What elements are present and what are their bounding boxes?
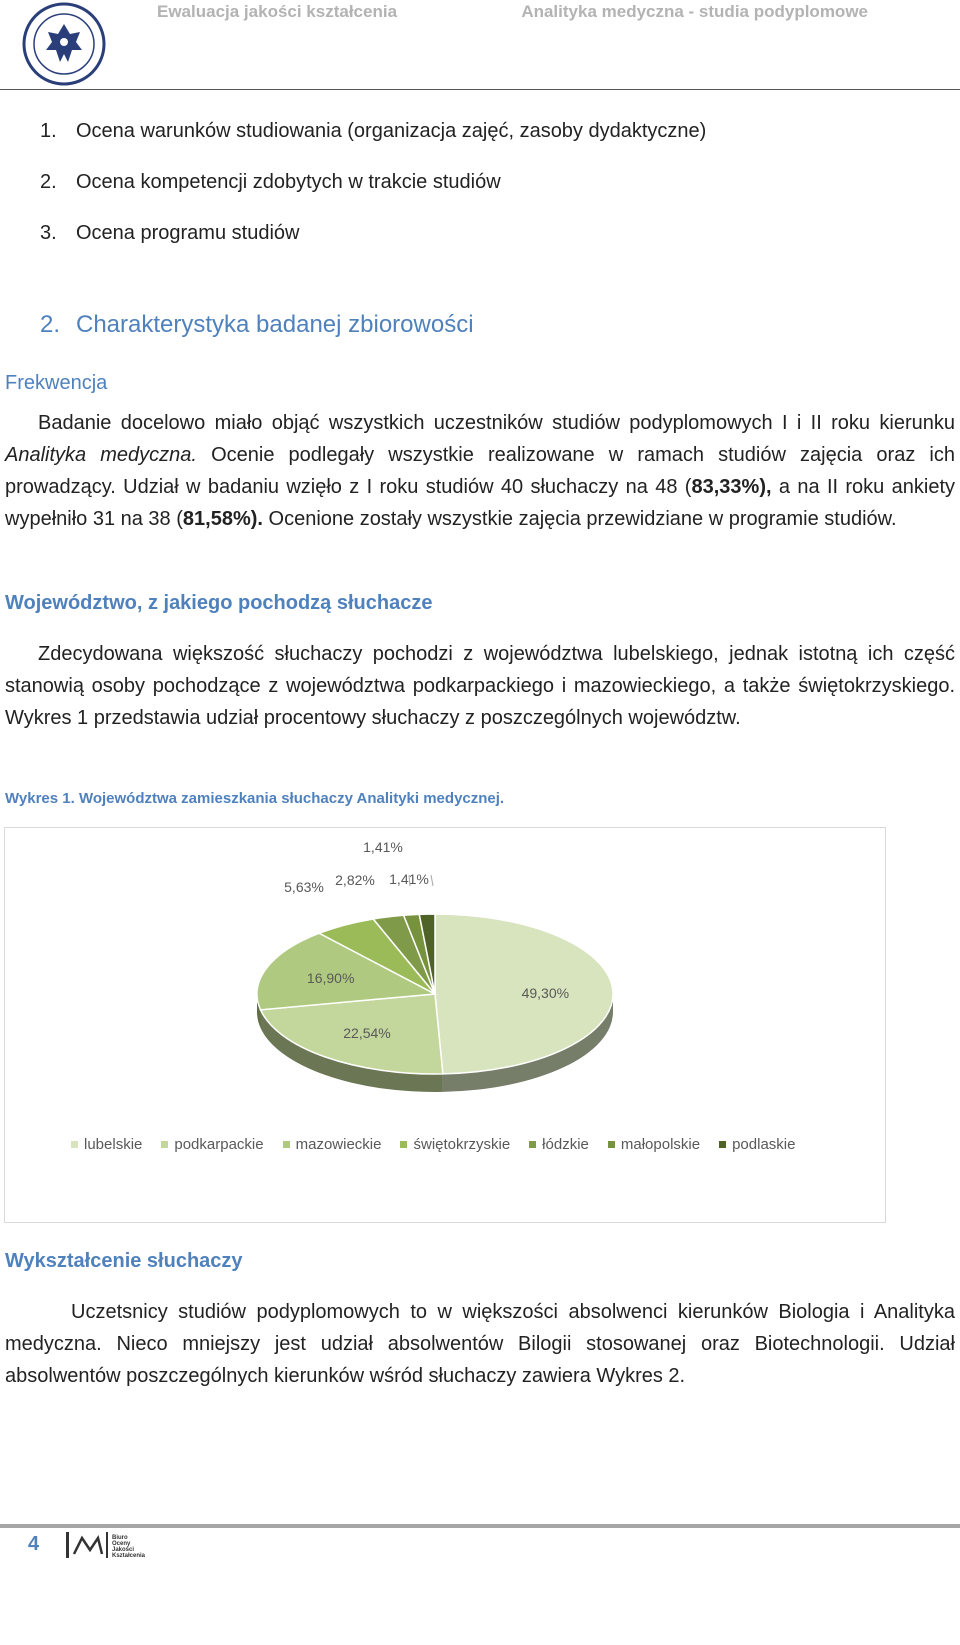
- chart-caption: Wykres 1. Województwa zamieszkania słuch…: [5, 790, 505, 807]
- legend-item-mazowieckie: mazowieckie: [282, 1136, 382, 1153]
- frekwencja-text-4: Ocenione zostały wszystkie zajęcia przew…: [268, 508, 897, 530]
- legend-swatch: [161, 1141, 169, 1148]
- footer-divider: [0, 1524, 960, 1528]
- legend-swatch: [400, 1141, 408, 1148]
- pie-slice-podkarpackie: [259, 993, 444, 1075]
- pie-slice-podlaskie: [418, 913, 436, 995]
- svg-text:Biuro: Biuro: [112, 1535, 128, 1541]
- legend-item-lubelskie: lubelskie: [71, 1136, 142, 1153]
- pie-data-label: 2,82%: [335, 872, 375, 888]
- pie-slice-side-podkarpackie: [260, 1009, 443, 1092]
- pie-slice-mazowieckie: [256, 932, 438, 1011]
- section-heading: 2. Charakterystyka badanej zbiorowości: [40, 311, 474, 339]
- frekwencja-bold-1: 83,33%),: [691, 476, 772, 498]
- pie-data-label: 5,63%: [284, 879, 324, 895]
- list-item-text: Ocena kompetencji zdobytych w trakcie st…: [76, 171, 501, 193]
- section-title: Charakterystyka badanej zbiorowości: [76, 311, 474, 338]
- section-number: 2.: [40, 311, 61, 338]
- svg-text:Jakości: Jakości: [112, 1547, 134, 1553]
- wojewodztwo-heading: Województwo, z jakiego pochodzą słuchacz…: [5, 592, 433, 614]
- pie-slice-lubelskie: [434, 913, 614, 1075]
- list-item: 3. Ocena programu studiów: [40, 222, 299, 245]
- legend-label: lubelskie: [84, 1136, 143, 1153]
- list-item-number: 2.: [40, 171, 57, 193]
- legend-label: podkarpackie: [174, 1136, 264, 1153]
- legend-item-podlaskie: podlaskie: [719, 1136, 795, 1153]
- legend-item-podkarpackie: podkarpackie: [161, 1136, 264, 1153]
- list-item-number: 3.: [40, 222, 57, 244]
- legend-swatch: [71, 1141, 78, 1148]
- legend-item-łódzkie: łódzkie: [529, 1136, 589, 1153]
- wyksztalcenie-heading: Wykształcenie słuchaczy: [5, 1250, 243, 1272]
- frekwencja-heading: Frekwencja: [5, 372, 108, 394]
- pie-data-label: 49,30%: [522, 985, 569, 1001]
- chart-legend: lubelskie podkarpackie mazowieckie świętokr…: [71, 1136, 814, 1153]
- pie-data-label: 16,90%: [307, 970, 354, 986]
- legend-swatch: [282, 1141, 290, 1148]
- pie-chart: 49,30% 22,54% 16,90% 5,63% 2,82% 1,41% 1,41% l…: [4, 827, 886, 1223]
- svg-text:Kształcenia: Kształcenia: [112, 1553, 146, 1559]
- legend-swatch: [607, 1141, 615, 1148]
- header-right-title: Analityka medyczna - studia podyplomowe: [521, 2, 868, 21]
- frekwencja-text-3: a na II roku ankiety wypełniło 31 na 38 …: [5, 476, 956, 530]
- list-item-number: 1.: [40, 120, 57, 142]
- legend-item-małopolskie: małopolskie: [607, 1136, 701, 1153]
- leader-line: [408, 874, 411, 887]
- frekwencja-italic: Analityka medyczna.: [5, 444, 197, 466]
- leader-line: [430, 874, 434, 887]
- pie-chart-svg: 49,30%22,54%16,90%5,63% 2,82% 1,41%1,41%: [256, 839, 614, 1092]
- frekwencja-paragraph: Badanie docelowo miało objąć wszystkich …: [5, 407, 955, 535]
- pie-data-label: 1,41%: [363, 839, 403, 855]
- list-item-text: Ocena warunków studiowania (organizacja …: [76, 120, 707, 142]
- legend-label: podlaskie: [732, 1136, 796, 1153]
- legend-item-świętokrzyskie: świętokrzyskie: [400, 1136, 510, 1153]
- svg-text:Oceny: Oceny: [112, 1541, 131, 1547]
- pie-slice-side-lubelskie: [442, 994, 613, 1092]
- list-item: 2. Ocena kompetencji zdobytych w trakcie …: [40, 171, 501, 194]
- list-item-text: Ocena programu studiów: [76, 222, 300, 244]
- legend-swatch: [719, 1141, 727, 1148]
- wojewodztwo-paragraph: Zdecydowana większość słuchaczy pochodzi…: [5, 638, 955, 734]
- frekwencja-text-2: Ocenie podlegały wszystkie realizowane w…: [5, 444, 955, 498]
- pie-data-label: 22,54%: [343, 1025, 390, 1041]
- frekwencja-bold-2: 81,58%).: [182, 508, 263, 530]
- legend-label: małopolskie: [620, 1136, 701, 1153]
- wyksztalcenie-text: Uczetsnicy studiów podyplomowych to w wi…: [5, 1301, 955, 1387]
- boj-logo: Biuro Oceny Jakości Kształcenia: [66, 1532, 146, 1559]
- legend-label: mazowieckie: [295, 1136, 382, 1153]
- list-item: 1. Ocena warunków studiowania (organizacj…: [40, 120, 706, 143]
- legend-label: łódzkie: [542, 1136, 589, 1153]
- frekwencja-text-1: Badanie docelowo miało objąć wszystkich …: [38, 412, 955, 434]
- university-seal-logo: [22, 2, 106, 86]
- legend-label: świętokrzyskie: [413, 1136, 511, 1153]
- page-header: Ewaluacja jakości kształcenia Analityka …: [0, 0, 960, 90]
- header-left-title: Ewaluacja jakości kształcenia: [157, 2, 398, 21]
- wyksztalcenie-paragraph: Uczetsnicy studiów podyplomowych to w wi…: [5, 1296, 955, 1392]
- legend-swatch: [529, 1141, 537, 1148]
- wojewodztwo-text: Zdecydowana większość słuchaczy pochodzi…: [5, 643, 955, 729]
- page-number: 4: [28, 1533, 40, 1555]
